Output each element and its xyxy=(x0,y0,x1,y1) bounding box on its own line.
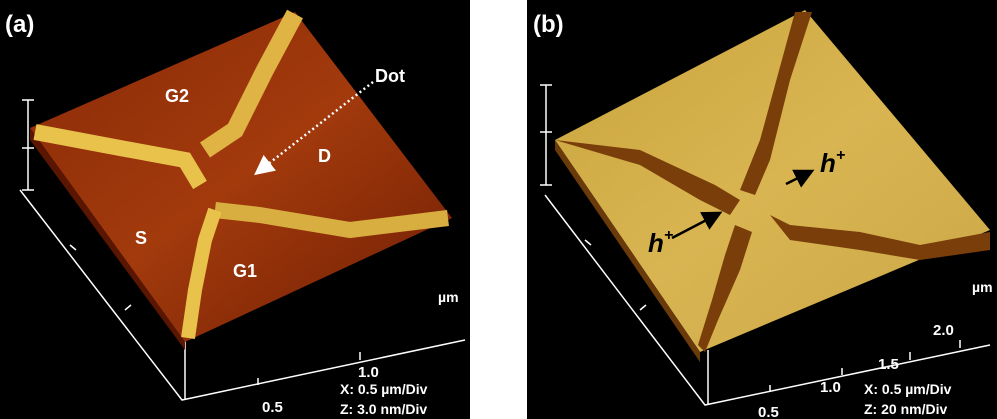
scale-label: Z: 3.0 nm/Div xyxy=(340,401,427,417)
panel-b: (b) h+ h+ µm 2.0 1.5 1.0 0.5 X: 0.5 µm/D… xyxy=(527,0,997,419)
page: (a) G2 Dot D S G1 µm 1.0 0.5 X: 0.5 µm/D… xyxy=(0,0,997,419)
carrier-charge: + xyxy=(664,227,673,244)
tick-label: 1.5 xyxy=(878,356,899,373)
tick-label: 1.0 xyxy=(358,364,379,381)
scale-label: Z: 20 nm/Div xyxy=(864,401,947,417)
panel-a: (a) G2 Dot D S G1 µm 1.0 0.5 X: 0.5 µm/D… xyxy=(0,0,470,419)
scale-label: X: 0.5 µm/Div xyxy=(864,381,952,397)
panel-label: (b) xyxy=(533,11,564,38)
tick-label: 2.0 xyxy=(933,322,954,339)
annotation: G1 xyxy=(233,261,257,281)
unit-label: µm xyxy=(972,279,993,295)
annotation: G2 xyxy=(165,86,189,106)
carrier-charge: + xyxy=(836,147,845,164)
tick-label: 0.5 xyxy=(758,404,779,419)
annotation: D xyxy=(318,146,331,166)
scale-label: X: 0.5 µm/Div xyxy=(340,381,428,397)
panel-label: (a) xyxy=(5,11,34,38)
figure: (a) G2 Dot D S G1 µm 1.0 0.5 X: 0.5 µm/D… xyxy=(0,0,997,419)
annotation: Dot xyxy=(375,66,405,86)
carrier-symbol: h xyxy=(820,148,836,178)
tick-label: 1.0 xyxy=(820,379,841,396)
carrier-symbol: h xyxy=(648,228,664,258)
tick-label: 0.5 xyxy=(262,399,283,416)
unit-label: µm xyxy=(438,289,459,305)
annotation: S xyxy=(135,228,147,248)
